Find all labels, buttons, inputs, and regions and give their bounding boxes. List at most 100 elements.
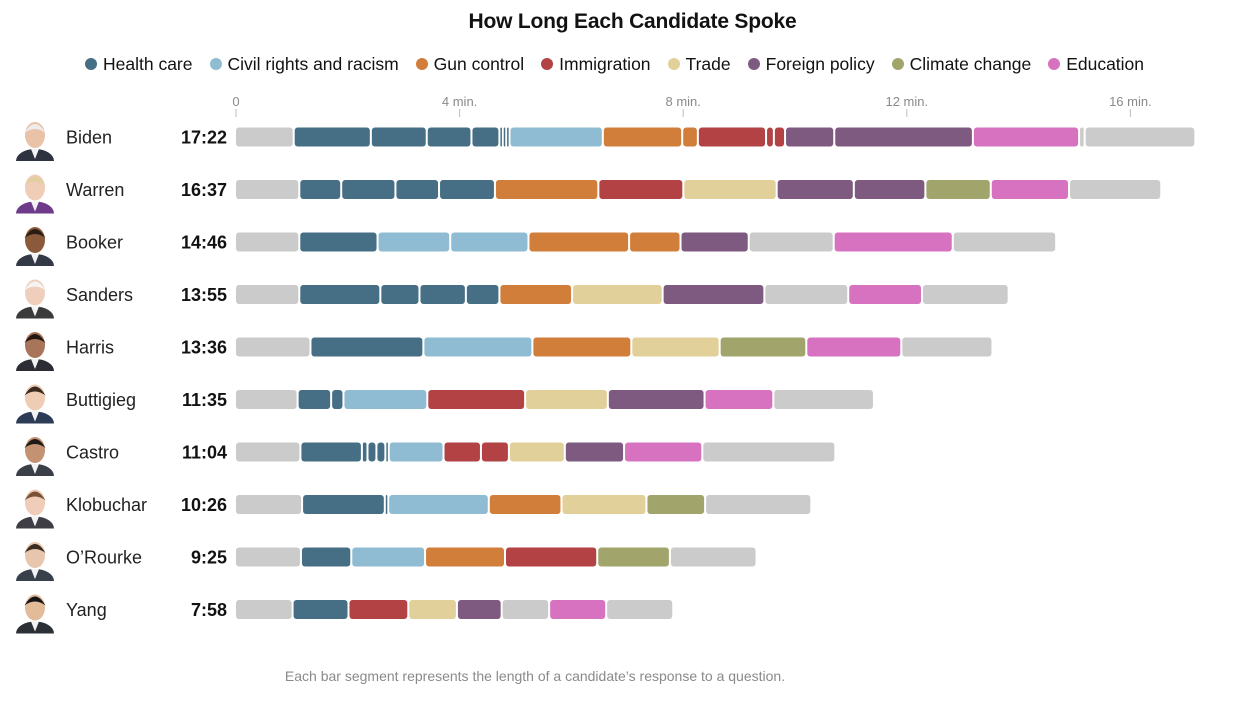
bar-segment-health bbox=[293, 600, 348, 619]
legend-item-education: Education bbox=[1048, 54, 1144, 75]
bar-segment-climate bbox=[647, 495, 705, 514]
candidate-total-time: 16:37 bbox=[181, 180, 227, 200]
bar-segment-health bbox=[362, 442, 367, 462]
legend-label: Trade bbox=[685, 53, 731, 74]
candidate-name: O’Rourke bbox=[66, 548, 142, 568]
legend-label: Foreign policy bbox=[765, 53, 875, 74]
bar-segment-health bbox=[472, 127, 499, 147]
legend-item-immigration: Immigration bbox=[541, 54, 651, 75]
bar-segment-health bbox=[385, 495, 388, 514]
chart-title: How Long Each Candidate Spoke bbox=[468, 10, 797, 33]
x-tick-label: 16 min. bbox=[1109, 94, 1152, 109]
bar-segment-health bbox=[381, 285, 419, 304]
bar-segment-health bbox=[420, 285, 465, 304]
candidate-row: Yang 7:58 bbox=[16, 594, 673, 634]
bar-segment-health bbox=[500, 127, 502, 147]
bar-segment-other bbox=[236, 337, 310, 357]
bar-segment-foreign bbox=[786, 127, 834, 147]
x-axis: 0 4 min. 8 min. 12 min. 16 min. bbox=[232, 94, 1152, 117]
bar-segment-health bbox=[427, 127, 471, 147]
avatar bbox=[16, 279, 54, 319]
bar-segment-other bbox=[1070, 180, 1161, 199]
candidate-name: Yang bbox=[66, 600, 107, 620]
bar-segment-immigration bbox=[505, 547, 597, 567]
bar-segment-health bbox=[294, 127, 370, 147]
legend-item-foreign: Foreign policy bbox=[747, 53, 875, 75]
bar-segment-health bbox=[301, 547, 351, 567]
legend-swatch bbox=[747, 58, 760, 70]
legend-swatch bbox=[541, 58, 554, 70]
bar-segment-civil bbox=[451, 232, 528, 252]
bar-segment-education bbox=[625, 442, 702, 462]
bar-segment-other bbox=[902, 337, 992, 357]
candidate-total-time: 7:58 bbox=[191, 600, 227, 620]
legend-item-gun: Gun control bbox=[415, 54, 524, 75]
avatar bbox=[16, 174, 54, 214]
bar-segment-health bbox=[300, 285, 380, 304]
candidate-row: Biden 17:22 bbox=[16, 122, 1195, 161]
avatar bbox=[16, 594, 54, 634]
bar-segment-health bbox=[332, 390, 343, 409]
bar-segment-trade bbox=[684, 180, 776, 199]
bar-segment-foreign bbox=[663, 285, 764, 304]
candidate-total-time: 9:25 bbox=[191, 548, 227, 568]
x-tick-label: 8 min. bbox=[665, 94, 700, 109]
legend-label: Climate change bbox=[909, 53, 1032, 74]
avatar bbox=[16, 489, 54, 529]
bar-segment-health bbox=[386, 442, 388, 462]
bar-segment-health bbox=[300, 180, 341, 199]
candidate-row: Booker 14:46 bbox=[16, 227, 1056, 266]
candidate-row: Buttigieg 11:35 bbox=[16, 384, 873, 424]
candidate-name: Klobuchar bbox=[66, 495, 147, 515]
candidate-name: Harris bbox=[66, 338, 114, 358]
bar-segment-health bbox=[396, 180, 439, 199]
bar-segment-education bbox=[991, 180, 1069, 199]
bar-segment-other bbox=[236, 495, 302, 514]
legend-swatch bbox=[209, 58, 222, 70]
bar-segment-other bbox=[236, 180, 299, 199]
bar-segment-health bbox=[466, 285, 499, 304]
bar-segment-gun bbox=[630, 232, 680, 252]
bar-segment-health bbox=[342, 180, 395, 199]
bar-segment-other bbox=[749, 232, 833, 252]
bar-segment-gun bbox=[529, 232, 629, 252]
bar-segment-education bbox=[973, 127, 1079, 147]
candidate-name: Sanders bbox=[66, 285, 133, 305]
candidate-name: Booker bbox=[66, 233, 123, 253]
legend-swatch bbox=[667, 58, 680, 70]
bar-segment-civil bbox=[389, 442, 443, 462]
candidate-total-time: 11:35 bbox=[182, 390, 227, 410]
legend-label: Health care bbox=[103, 53, 193, 74]
legend-item-climate: Climate change bbox=[891, 53, 1032, 75]
bar-segment-education bbox=[849, 285, 922, 304]
bar-segment-health bbox=[301, 442, 361, 462]
avatar bbox=[16, 542, 54, 581]
bar-segment-health bbox=[311, 337, 423, 357]
bar-segment-trade bbox=[409, 600, 456, 619]
bar-segment-other bbox=[607, 600, 673, 619]
candidate-total-time: 13:36 bbox=[181, 338, 227, 358]
bar-segment-health bbox=[440, 180, 494, 199]
bar-segment-other bbox=[236, 600, 292, 619]
bar-segment-trade bbox=[632, 337, 719, 357]
bar-segment-trade bbox=[509, 442, 564, 462]
bar-segment-other bbox=[774, 390, 873, 409]
bar-segment-immigration bbox=[599, 180, 683, 199]
bar-segment-foreign bbox=[835, 127, 972, 147]
bar-segment-other bbox=[953, 232, 1056, 252]
bar-segment-other bbox=[236, 547, 300, 567]
bar-segment-civil bbox=[352, 547, 425, 567]
legend-swatch bbox=[85, 58, 97, 70]
candidate-name: Biden bbox=[66, 128, 112, 148]
bar-segment-health bbox=[371, 127, 426, 147]
bar-segment-other bbox=[236, 127, 293, 147]
bar-segment-health bbox=[300, 232, 377, 252]
bar-segment-foreign bbox=[777, 180, 853, 199]
bar-segment-health bbox=[298, 390, 331, 409]
bar-segment-gun bbox=[426, 547, 504, 567]
x-tick-label: 4 min. bbox=[442, 94, 477, 109]
bar-segment-other bbox=[236, 390, 297, 409]
candidate-row: Castro 11:04 bbox=[16, 437, 835, 476]
candidate-row: Warren 16:37 bbox=[16, 174, 1161, 214]
avatar bbox=[16, 227, 54, 266]
